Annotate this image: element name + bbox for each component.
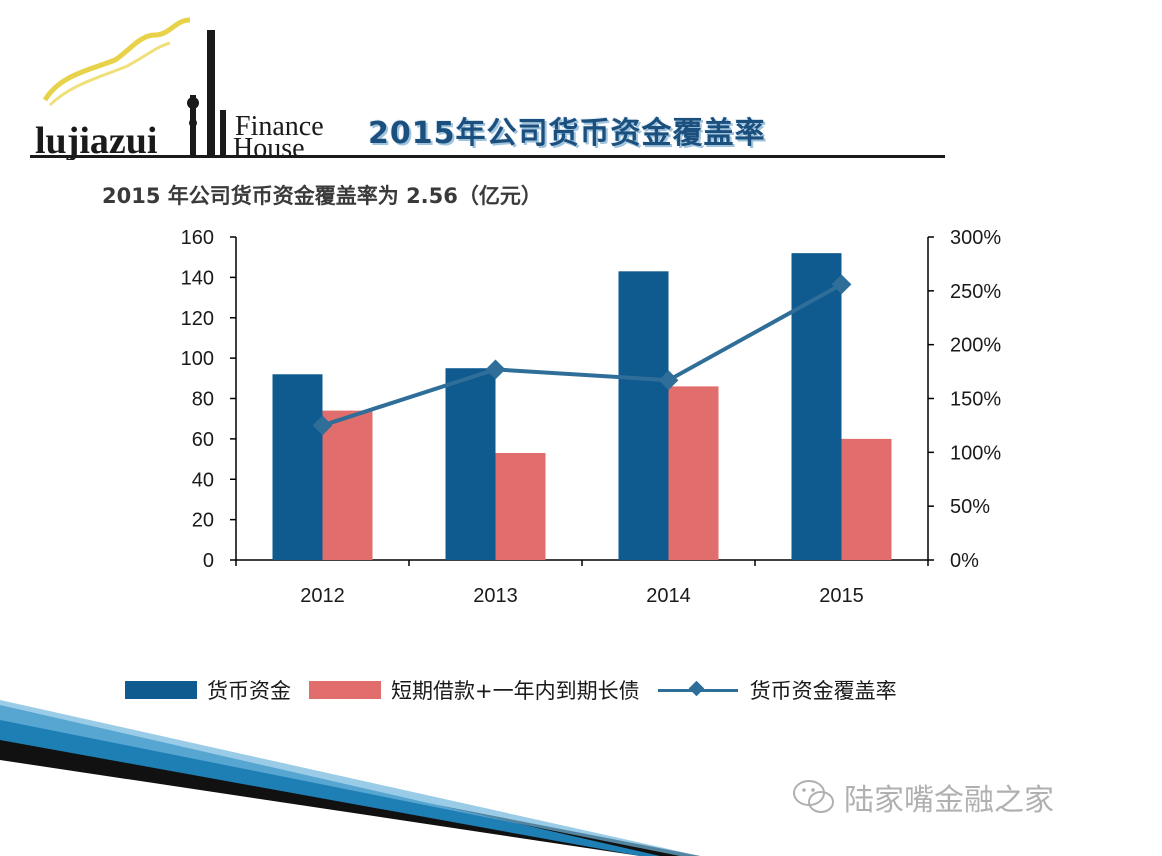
legend-item-debt: 短期借款+一年内到期长债 — [309, 675, 640, 705]
legend-item-ratio: 货币资金覆盖率 — [657, 675, 897, 705]
bar-debt-2014 — [668, 386, 719, 560]
legend-swatch-ratio — [657, 680, 738, 700]
lujiazui-logo: lujiazui Finance House — [35, 17, 324, 160]
y-tick-label: 40 — [192, 469, 214, 491]
bar-debt-2013 — [495, 453, 546, 560]
bar-line-chart: 0 20 40 60 80 100 120 140 160 0% 50% 100% 150% 200% 25… — [181, 227, 1002, 607]
y-tick-label: 100 — [181, 348, 214, 370]
y-tick-label: 80 — [192, 389, 214, 411]
title-divider — [30, 155, 945, 158]
point-coverage-2014 — [658, 370, 679, 391]
legend-label-cash: 货币资金 — [207, 679, 291, 703]
wechat-icon — [793, 780, 834, 813]
chart-legend: 货币资金 短期借款+一年内到期长债 货币资金覆盖率 — [125, 675, 915, 705]
y2-tick-label: 150% — [950, 389, 1001, 411]
bar-cash-2012 — [272, 374, 323, 560]
y-tick-label: 60 — [192, 429, 214, 451]
y2-tick-label: 0% — [950, 550, 979, 572]
y2-tick-label: 50% — [950, 496, 990, 518]
y2-tick-label: 100% — [950, 442, 1001, 464]
y-tick-label: 20 — [192, 510, 214, 532]
legend-label-ratio: 货币资金覆盖率 — [749, 679, 897, 703]
line-coverage-ratio — [321, 282, 843, 428]
y2-tick-label: 250% — [950, 281, 1001, 303]
point-coverage-2013 — [485, 359, 506, 380]
point-coverage-2012 — [312, 415, 333, 436]
watermark: 陆家嘴金融之家 — [792, 775, 1054, 819]
point-coverage-2015 — [831, 274, 852, 295]
corner-decoration — [0, 700, 700, 856]
y-tick-label: 160 — [181, 227, 214, 249]
slide-title: 2015年公司货币资金覆盖率 — [368, 116, 766, 151]
logo-finance: Finance — [235, 111, 324, 142]
y-tick-label: 120 — [181, 308, 214, 330]
legend-swatch-debt — [309, 681, 381, 699]
bar-cash-2014 — [618, 271, 669, 560]
legend-label-debt: 短期借款+一年内到期长债 — [391, 679, 640, 703]
x-tick-label: 2012 — [300, 585, 345, 607]
watermark-text: 陆家嘴金融之家 — [844, 783, 1054, 818]
bar-debt-2012 — [322, 410, 373, 560]
y2-tick-label: 300% — [950, 227, 1001, 249]
x-tick-label: 2014 — [646, 585, 691, 607]
x-tick-label: 2015 — [819, 585, 864, 607]
bar-cash-2013 — [445, 368, 496, 560]
x-tick-label: 2013 — [473, 585, 518, 607]
svg-text:lujiazui: lujiazui — [35, 120, 157, 160]
legend-swatch-cash — [125, 681, 197, 699]
chart-subtitle: 2015 年公司货币资金覆盖率为 2.56（亿元） — [102, 184, 542, 208]
y-tick-label: 140 — [181, 267, 214, 289]
bar-debt-2015 — [841, 438, 892, 560]
y2-tick-label: 200% — [950, 335, 1001, 357]
bar-cash-2015 — [791, 253, 842, 560]
legend-item-cash: 货币资金 — [125, 675, 291, 705]
y-tick-label: 0 — [203, 550, 214, 572]
